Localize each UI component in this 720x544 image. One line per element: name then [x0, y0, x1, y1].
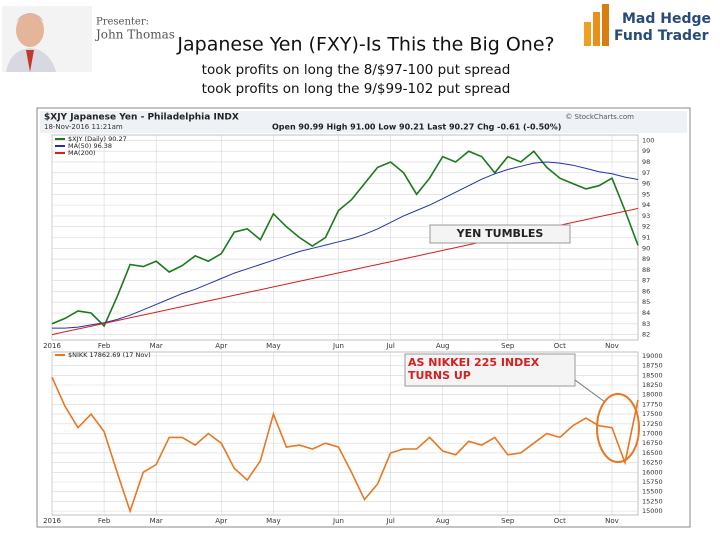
- highlight-circle: [596, 393, 640, 463]
- y-tick-label: 18000: [642, 391, 663, 399]
- presenter-photo: [2, 6, 92, 72]
- y-tick-label: 17000: [642, 430, 663, 438]
- x-tick-label: Jun: [332, 342, 344, 350]
- annotation-wrap: AS NIKKEI 225 INDEX TURNS UP: [408, 356, 540, 382]
- legend-label: MA(200): [68, 149, 96, 157]
- logo-text: Mad Hedge: [622, 11, 711, 27]
- x-tick-label: Mar: [150, 517, 163, 525]
- y-tick-label: 16250: [642, 459, 663, 467]
- annotation-box: [404, 353, 576, 387]
- y-tick-label: 18500: [642, 371, 663, 379]
- x-tick-label: Nov: [605, 342, 619, 350]
- y-tick-label: 82: [642, 331, 650, 339]
- y-tick-label: 97: [642, 169, 650, 177]
- y-tick-label: 15000: [642, 507, 663, 515]
- y-tick-label: 15500: [642, 488, 663, 496]
- y-tick-label: 95: [642, 190, 650, 198]
- logo-text: Fund Trader: [614, 28, 709, 44]
- y-tick-label: 89: [642, 255, 650, 263]
- y-tick-label: 87: [642, 277, 650, 285]
- annotation: AS NIKKEI 225 INDEX TURNS UP: [408, 356, 540, 382]
- x-tick-label: Mar: [150, 342, 163, 350]
- y-tick-label: 83: [642, 320, 650, 328]
- y-tick-label: 17250: [642, 420, 663, 428]
- chart-title: $XJY Japanese Yen - Philadelphia INDX: [44, 113, 239, 123]
- slide-subtitle: took profits on long the 9/$99-102 put s…: [202, 81, 511, 97]
- x-tick-label: Apr: [215, 342, 227, 350]
- y-tick-label: 88: [642, 266, 650, 274]
- y-tick-label: 100: [642, 136, 654, 144]
- y-tick-label: 99: [642, 147, 650, 155]
- y-tick-label: 92: [642, 223, 650, 231]
- logo-mark: [584, 4, 609, 46]
- y-tick-label: 91: [642, 234, 650, 242]
- y-tick-label: 85: [642, 298, 650, 306]
- y-tick-label: 94: [642, 201, 650, 209]
- chart-header: [40, 111, 687, 133]
- x-tick-label: Oct: [554, 342, 566, 350]
- x-tick-label: Jul: [385, 342, 395, 350]
- y-tick-label: 86: [642, 287, 650, 295]
- y-tick-label: 98: [642, 158, 650, 166]
- legend-label: $NIKK 17862.69 (17 Nov): [68, 351, 151, 359]
- chart-source: © StockCharts.com: [565, 113, 634, 121]
- series-line: [51, 376, 639, 514]
- x-tick-label: Nov: [605, 517, 619, 525]
- x-tick-label: Jul: [385, 517, 395, 525]
- legend-label: MA(50) 96.38: [68, 142, 112, 150]
- x-tick-label: May: [266, 517, 280, 525]
- slide-title: Japanese Yen (FXY)-Is This the Big One?: [176, 34, 554, 56]
- x-tick-label: Sep: [501, 342, 515, 350]
- presenter-label: Presenter:: [96, 17, 149, 28]
- x-tick-label: Apr: [215, 517, 227, 525]
- y-tick-label: 17500: [642, 410, 663, 418]
- y-tick-label: 84: [642, 309, 650, 317]
- x-tick-label: Jun: [332, 517, 344, 525]
- x-tick-label: 2016: [43, 517, 61, 525]
- x-tick-label: Feb: [98, 342, 111, 350]
- x-tick-label: Sep: [501, 517, 515, 525]
- y-tick-label: 15750: [642, 478, 663, 486]
- legend-label: $XJY (Daily) 90.27: [68, 135, 127, 143]
- y-tick-label: 17750: [642, 400, 663, 408]
- series-line: [51, 150, 639, 328]
- y-tick-label: 18250: [642, 381, 663, 389]
- annotation-arrow: [574, 379, 606, 403]
- x-tick-label: 2016: [43, 342, 61, 350]
- y-tick-label: 18750: [642, 362, 663, 370]
- y-tick-label: 19000: [642, 352, 663, 360]
- series-line: [52, 161, 639, 329]
- y-tick-label: 93: [642, 212, 650, 220]
- x-tick-label: Aug: [436, 342, 450, 350]
- y-tick-label: 16750: [642, 439, 663, 447]
- chart-date: 18-Nov-2016 11:21am: [44, 123, 123, 131]
- presenter-name: John Thomas: [94, 28, 175, 42]
- y-tick-label: 15250: [642, 497, 663, 505]
- x-tick-label: May: [266, 342, 280, 350]
- x-tick-label: Aug: [436, 517, 450, 525]
- chart-layer: 100 99 98 97 96 95 94 93 92 91 90 89 88 87 86 85 84 83 82 2…: [43, 135, 663, 525]
- y-tick-label: 16500: [642, 449, 663, 457]
- y-tick-label: 96: [642, 180, 650, 188]
- y-tick-label: 16000: [642, 468, 663, 476]
- chart-quote: Open 90.99 High 91.00 Low 90.21 Last 90.…: [272, 123, 561, 132]
- x-tick-label: Feb: [98, 517, 111, 525]
- annotation: YEN TUMBLES: [456, 227, 544, 240]
- x-tick-label: Oct: [554, 517, 566, 525]
- y-tick-label: 90: [642, 244, 650, 252]
- slide-subtitle: took profits on long the 8/$97-100 put s…: [202, 62, 511, 78]
- annotation-box: [429, 224, 571, 244]
